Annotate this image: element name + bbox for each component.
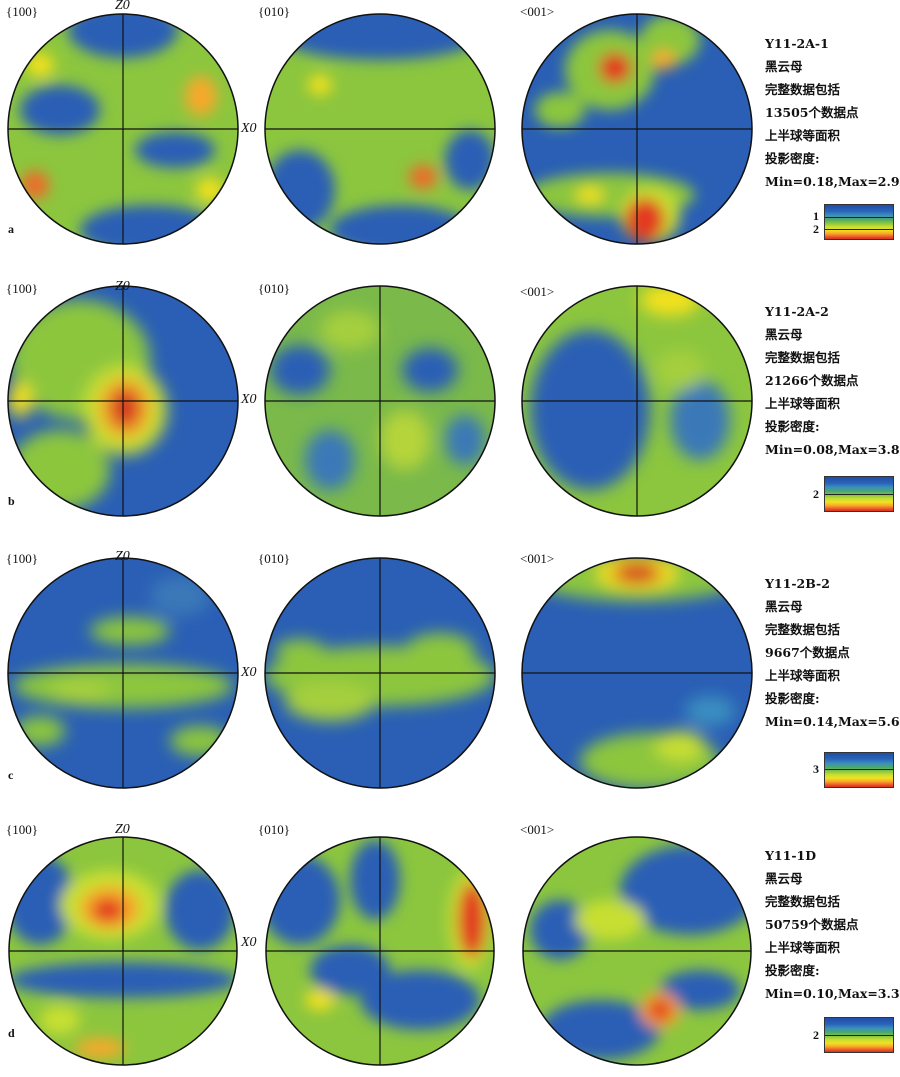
- pole-label-100: {100}: [6, 281, 38, 296]
- x0-axis-label: X0: [241, 935, 257, 950]
- info-panel-d: Y11-1D 黑云母 完整数据包括 50759个数据点 上半球等面积 投影密度:…: [765, 844, 900, 1005]
- projection-text-1: 上半球等面积: [765, 668, 841, 683]
- pole-label-100: {100}: [6, 4, 38, 19]
- info-panel-b: Y11-2A-2 黑云母 完整数据包括 21266个数据点 上半球等面积 投影密…: [765, 300, 900, 461]
- projection-text-1: 上半球等面积: [765, 396, 841, 411]
- pole-label-001: <001>: [520, 551, 555, 566]
- mineral-name: 黑云母: [765, 871, 803, 886]
- pole-label-010: {010}: [258, 822, 290, 837]
- pole-figure-001-d: [523, 837, 751, 1065]
- min-max-text: Min=0.10,Max=3.31: [765, 986, 900, 1001]
- projection-text-1: 上半球等面积: [765, 940, 841, 955]
- projection-text-2: 投影密度:: [765, 963, 820, 978]
- info-panel-a: Y11-2A-1 黑云母 完整数据包括 13505个数据点 上半球等面积 投影密…: [765, 32, 900, 193]
- scale-tick: 2: [813, 487, 819, 501]
- z0-axis-label: Z0: [115, 822, 130, 837]
- data-text-2: 50759个数据点: [765, 917, 859, 932]
- data-text-2: 21266个数据点: [765, 373, 859, 388]
- sample-id: Y11-2B-2: [765, 576, 830, 591]
- color-scale-b: 2: [813, 476, 894, 512]
- row-c-pole-figures: [7, 557, 753, 789]
- min-max-text: Min=0.18,Max=2.90: [765, 174, 900, 189]
- scale-tick: 1: [813, 209, 819, 223]
- pole-figure-100-b: [8, 286, 238, 516]
- min-max-text: Min=0.14,Max=5.66: [765, 714, 900, 729]
- data-text-1: 完整数据包括: [765, 350, 841, 365]
- row-a-pole-figures: [7, 13, 753, 245]
- pole-label-100: {100}: [6, 551, 38, 566]
- pole-figure-100-a: [8, 14, 238, 244]
- pole-label-001: <001>: [520, 284, 555, 299]
- z0-axis-label: Z0: [115, 279, 130, 294]
- projection-text-2: 投影密度:: [765, 151, 820, 166]
- scale-tick: 3: [813, 762, 819, 776]
- pole-label-001: <001>: [520, 4, 555, 19]
- row-letter: c: [8, 768, 14, 782]
- pole-figure-001-a: [522, 14, 752, 244]
- x0-axis-label: X0: [241, 392, 257, 407]
- pole-figure-010-a: [265, 14, 495, 244]
- sample-id: Y11-1D: [765, 848, 817, 863]
- pole-label-010: {010}: [258, 281, 290, 296]
- z0-axis-label: Z0: [115, 0, 130, 13]
- projection-text-1: 上半球等面积: [765, 128, 841, 143]
- pole-label-010: {010}: [258, 4, 290, 19]
- mineral-name: 黑云母: [765, 59, 803, 74]
- pole-label-100: {100}: [6, 822, 38, 837]
- scale-tick: 2: [813, 1028, 819, 1042]
- pole-figure-001-b: [522, 286, 752, 516]
- data-text-1: 完整数据包括: [765, 894, 841, 909]
- pole-figure-100-d: [9, 837, 237, 1065]
- row-d-pole-figures: [8, 836, 752, 1066]
- z0-axis-label: Z0: [115, 549, 130, 564]
- row-letter: b: [8, 494, 15, 508]
- info-panel-c: Y11-2B-2 黑云母 完整数据包括 9667个数据点 上半球等面积 投影密度…: [765, 572, 900, 733]
- mineral-name: 黑云母: [765, 327, 803, 342]
- mineral-name: 黑云母: [765, 599, 803, 614]
- row-b-pole-figures: [7, 285, 753, 517]
- projection-text-2: 投影密度:: [765, 691, 820, 706]
- x0-axis-label: X0: [241, 665, 257, 680]
- min-max-text: Min=0.08,Max=3.80: [765, 442, 900, 457]
- data-text-2: 9667个数据点: [765, 645, 850, 660]
- projection-text-2: 投影密度:: [765, 419, 820, 434]
- data-text-1: 完整数据包括: [765, 82, 841, 97]
- color-scale-a: 1 2: [813, 204, 894, 240]
- pole-label-001: <001>: [520, 822, 555, 837]
- x0-axis-label: X0: [241, 121, 257, 136]
- color-scale-d: 2: [813, 1017, 894, 1053]
- pole-label-010: {010}: [258, 551, 290, 566]
- scale-tick: 2: [813, 222, 819, 236]
- data-text-2: 13505个数据点: [765, 105, 859, 120]
- row-letter: d: [8, 1026, 15, 1040]
- data-text-1: 完整数据包括: [765, 622, 841, 637]
- row-letter: a: [8, 222, 14, 236]
- color-scale-c: 3: [813, 752, 894, 788]
- sample-id: Y11-2A-1: [765, 36, 829, 51]
- sample-id: Y11-2A-2: [765, 304, 829, 319]
